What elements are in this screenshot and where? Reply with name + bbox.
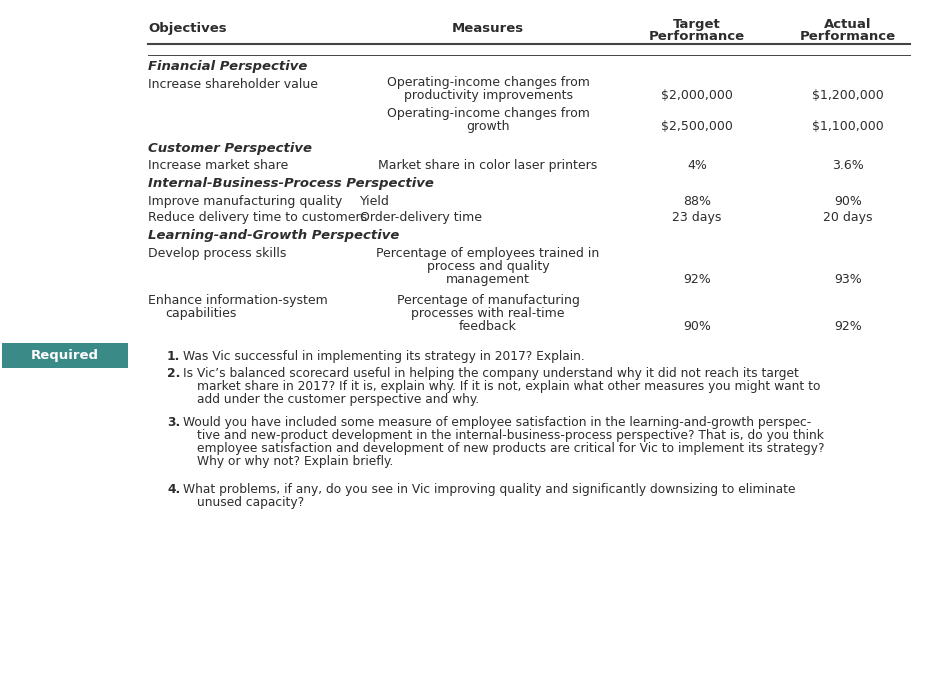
Text: 3.: 3. bbox=[167, 416, 180, 429]
Text: Required: Required bbox=[31, 349, 99, 362]
Text: Operating-income changes from: Operating-income changes from bbox=[387, 107, 589, 120]
Text: Would you have included some measure of employee satisfaction in the learning-an: Would you have included some measure of … bbox=[183, 416, 810, 429]
Text: Target: Target bbox=[672, 18, 720, 31]
Text: Yield: Yield bbox=[360, 195, 389, 208]
Text: Learning-and-Growth Perspective: Learning-and-Growth Perspective bbox=[147, 229, 399, 242]
Text: management: management bbox=[446, 273, 529, 286]
Text: capabilities: capabilities bbox=[165, 307, 236, 320]
Text: Objectives: Objectives bbox=[147, 22, 226, 35]
Text: feedback: feedback bbox=[459, 320, 516, 333]
Text: Order-delivery time: Order-delivery time bbox=[360, 211, 481, 224]
Text: tive and new-product development in the internal-business-process perspective? T: tive and new-product development in the … bbox=[197, 429, 823, 442]
Text: Actual: Actual bbox=[823, 18, 870, 31]
Text: Why or why not? Explain briefly.: Why or why not? Explain briefly. bbox=[197, 455, 393, 468]
Text: growth: growth bbox=[465, 120, 509, 133]
Text: 23 days: 23 days bbox=[671, 211, 721, 224]
Text: Financial Perspective: Financial Perspective bbox=[147, 60, 307, 73]
Text: Operating-income changes from: Operating-income changes from bbox=[387, 76, 589, 89]
Text: $1,100,000: $1,100,000 bbox=[811, 120, 883, 133]
Text: 4.: 4. bbox=[167, 483, 180, 496]
Text: employee satisfaction and development of new products are critical for Vic to im: employee satisfaction and development of… bbox=[197, 442, 823, 455]
Text: Percentage of employees trained in: Percentage of employees trained in bbox=[376, 247, 599, 260]
Text: Market share in color laser printers: Market share in color laser printers bbox=[378, 159, 597, 172]
Text: What problems, if any, do you see in Vic improving quality and significantly dow: What problems, if any, do you see in Vic… bbox=[183, 483, 794, 496]
Text: Reduce delivery time to customers: Reduce delivery time to customers bbox=[147, 211, 367, 224]
Text: 3.6%: 3.6% bbox=[832, 159, 863, 172]
Text: 92%: 92% bbox=[833, 320, 861, 333]
Text: Performance: Performance bbox=[799, 30, 895, 43]
Text: productivity improvements: productivity improvements bbox=[403, 89, 572, 102]
Text: 93%: 93% bbox=[833, 273, 861, 286]
Text: Percentage of manufacturing: Percentage of manufacturing bbox=[396, 294, 578, 307]
Text: Measures: Measures bbox=[451, 22, 524, 35]
Text: 90%: 90% bbox=[682, 320, 710, 333]
Text: 20 days: 20 days bbox=[822, 211, 871, 224]
Text: Improve manufacturing quality: Improve manufacturing quality bbox=[147, 195, 342, 208]
Text: $2,500,000: $2,500,000 bbox=[660, 120, 732, 133]
Text: process and quality: process and quality bbox=[426, 260, 549, 273]
Text: processes with real-time: processes with real-time bbox=[411, 307, 565, 320]
Text: add under the customer perspective and why.: add under the customer perspective and w… bbox=[197, 393, 478, 406]
Text: unused capacity?: unused capacity? bbox=[197, 496, 304, 509]
Text: Customer Perspective: Customer Perspective bbox=[147, 142, 311, 155]
Text: 4%: 4% bbox=[686, 159, 706, 172]
Text: 90%: 90% bbox=[833, 195, 861, 208]
Text: market share in 2017? If it is, explain why. If it is not, explain what other me: market share in 2017? If it is, explain … bbox=[197, 380, 819, 393]
Text: Increase market share: Increase market share bbox=[147, 159, 288, 172]
Text: Increase shareholder value: Increase shareholder value bbox=[147, 78, 318, 91]
Text: Performance: Performance bbox=[648, 30, 744, 43]
Text: $1,200,000: $1,200,000 bbox=[811, 89, 883, 102]
Text: 92%: 92% bbox=[682, 273, 710, 286]
Text: Enhance information-system: Enhance information-system bbox=[147, 294, 327, 307]
Text: $2,000,000: $2,000,000 bbox=[660, 89, 732, 102]
Text: 88%: 88% bbox=[682, 195, 710, 208]
Text: 2.: 2. bbox=[167, 367, 180, 380]
Text: Develop process skills: Develop process skills bbox=[147, 247, 286, 260]
Text: Internal-Business-Process Perspective: Internal-Business-Process Perspective bbox=[147, 177, 434, 190]
Text: Was Vic successful in implementing its strategy in 2017? Explain.: Was Vic successful in implementing its s… bbox=[183, 350, 584, 363]
Text: 1.: 1. bbox=[167, 350, 180, 363]
Text: Is Vic’s balanced scorecard useful in helping the company understand why it did : Is Vic’s balanced scorecard useful in he… bbox=[183, 367, 798, 380]
